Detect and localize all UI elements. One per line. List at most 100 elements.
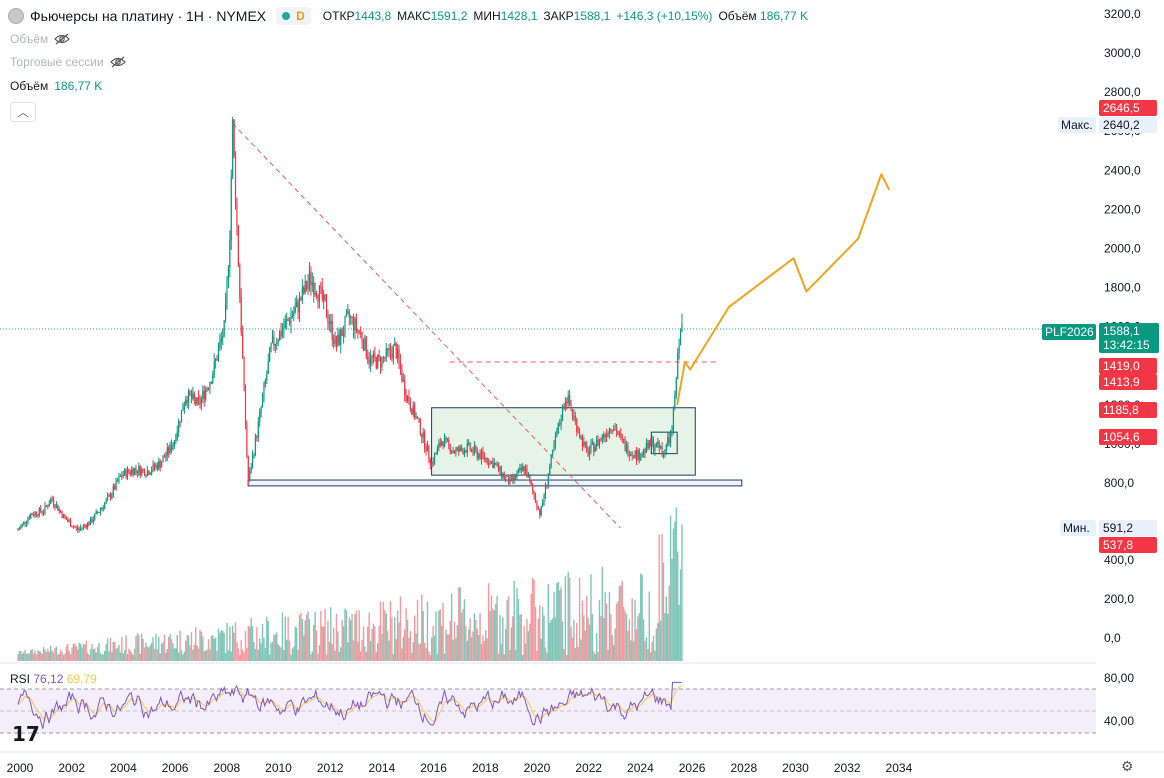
volume-bar xyxy=(219,632,221,661)
candle-body xyxy=(25,522,28,524)
candle-body xyxy=(333,339,335,344)
volume-bar xyxy=(640,573,642,661)
candle-body xyxy=(324,294,326,302)
candle-body xyxy=(23,521,25,524)
candle-body xyxy=(60,509,62,513)
candle-body xyxy=(509,477,511,485)
hidden-eye-icon[interactable] xyxy=(54,33,71,45)
candle-body xyxy=(627,444,629,455)
candle-body xyxy=(74,526,76,528)
volume-bar xyxy=(607,649,609,661)
candle-body xyxy=(473,446,475,453)
candle-body xyxy=(462,449,464,454)
volume-bar xyxy=(182,654,184,661)
candle-body xyxy=(38,508,40,516)
volume-bar xyxy=(310,654,312,661)
candle-body xyxy=(478,454,480,458)
legend-volume[interactable]: Объём xyxy=(10,32,71,46)
candle-body xyxy=(180,410,183,423)
volume-bar xyxy=(522,654,524,661)
collapse-legend-button[interactable]: ︿ xyxy=(10,102,36,122)
candle-body xyxy=(178,421,180,432)
candle-body xyxy=(459,446,461,452)
candle-body xyxy=(550,455,552,467)
candle-body xyxy=(124,469,126,475)
candle-body xyxy=(426,445,429,452)
candle-body xyxy=(269,348,271,362)
volume-bar xyxy=(470,636,473,661)
candle-body xyxy=(638,450,640,461)
hidden-eye-icon[interactable] xyxy=(109,56,126,68)
volume-bar xyxy=(371,628,373,661)
volume-bar xyxy=(224,652,227,661)
candle-body xyxy=(135,468,137,471)
gear-icon[interactable]: ⚙ xyxy=(1121,758,1134,774)
volume-bar xyxy=(126,653,129,661)
candle-body xyxy=(394,343,396,346)
candle-body xyxy=(141,469,143,476)
rsi-legend[interactable]: RSI 76,12 69,79 xyxy=(10,672,97,686)
legend-volume-2[interactable]: Объём 186,77 K xyxy=(10,79,102,93)
volume-bar xyxy=(421,594,423,661)
status-pill[interactable]: D xyxy=(276,7,311,25)
candle-body xyxy=(149,473,151,475)
volume-bar xyxy=(118,644,120,661)
volume-bar xyxy=(672,528,675,661)
volume-bar xyxy=(577,646,579,661)
candle-body xyxy=(105,499,107,504)
candle-body xyxy=(296,301,298,308)
candle-body xyxy=(379,357,382,368)
volume-bar xyxy=(89,649,92,661)
candle-body xyxy=(335,335,338,347)
volume-bar xyxy=(657,623,659,661)
volume-bar xyxy=(307,611,309,661)
min-red-tag: 537,8 xyxy=(1103,538,1133,552)
data-mode-letter: D xyxy=(296,9,305,23)
volume-bar xyxy=(429,654,432,661)
candle-body xyxy=(490,460,493,462)
volume-bar xyxy=(446,634,449,661)
candle-body xyxy=(475,446,477,450)
volume-bar xyxy=(354,614,356,661)
volume-bar xyxy=(69,654,72,661)
volume-bar xyxy=(620,585,622,661)
volume-bar xyxy=(375,652,377,661)
candle-body xyxy=(445,437,447,439)
candle-body xyxy=(193,393,195,399)
tradingview-logo[interactable]: 17 xyxy=(12,722,40,746)
candle-body xyxy=(199,399,201,405)
candle-body xyxy=(132,469,134,475)
candle-body xyxy=(314,292,316,295)
price-tag-4-bg xyxy=(1099,429,1157,445)
candle-body xyxy=(661,446,663,454)
market-status-icon xyxy=(282,12,291,20)
volume-bar xyxy=(261,623,264,661)
candle-body xyxy=(166,447,168,456)
volume-bar xyxy=(237,648,240,661)
chart-title[interactable]: Фьючерсы на платину · 1Н · NYMEX xyxy=(30,8,267,24)
volume-bar xyxy=(239,654,241,661)
candle-body xyxy=(213,361,215,375)
candle-body xyxy=(133,468,136,475)
candle-body xyxy=(519,468,521,470)
candle-body xyxy=(537,508,539,510)
candle-body xyxy=(608,428,611,434)
volume-bar xyxy=(128,648,130,661)
candle-body xyxy=(67,519,69,522)
legend-sessions[interactable]: Торговые сессии xyxy=(10,55,126,69)
candle-body xyxy=(441,441,443,446)
volume-bar xyxy=(162,642,164,661)
volume-bar xyxy=(625,613,628,661)
volume-bar xyxy=(564,576,567,661)
volume-bar xyxy=(497,653,500,661)
volume-bar xyxy=(81,647,83,661)
volume-bar xyxy=(274,634,277,661)
candle-body xyxy=(109,495,112,499)
volume-bar xyxy=(169,633,171,661)
candle-body xyxy=(342,333,345,336)
volume-bar xyxy=(573,619,575,661)
candle-body xyxy=(591,442,593,445)
candle-body xyxy=(28,518,30,520)
volume-bar xyxy=(91,643,93,661)
candle-body xyxy=(284,321,286,328)
